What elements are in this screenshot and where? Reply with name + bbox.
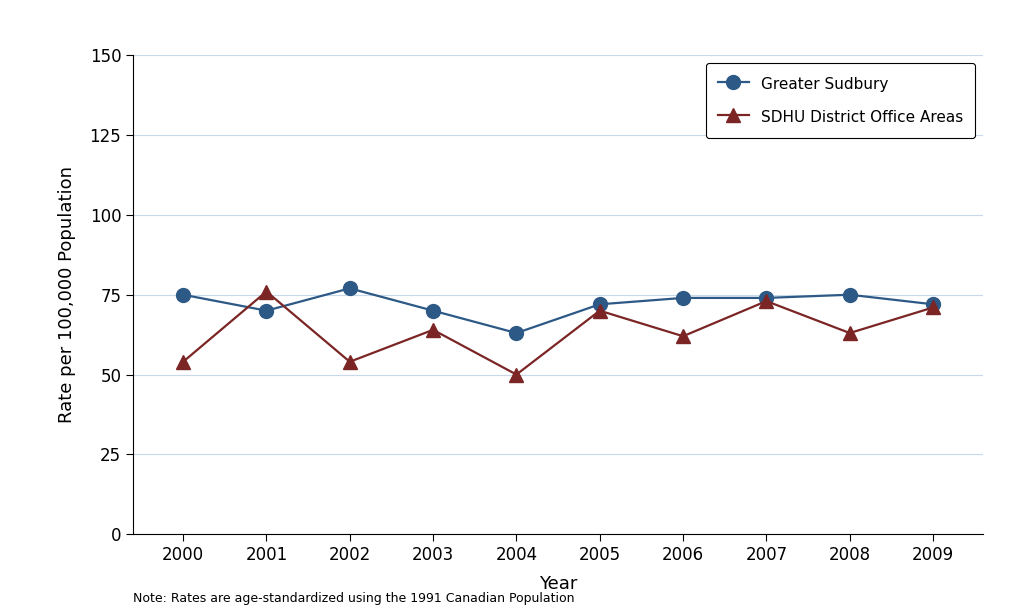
Greater Sudbury [927, 301, 939, 308]
SDHU District Office Areas [677, 333, 689, 340]
Text: Note: Rates are age-standardized using the 1991 Canadian Population: Note: Rates are age-standardized using t… [133, 592, 574, 605]
SDHU District Office Areas [427, 326, 439, 333]
SDHU District Office Areas [260, 288, 272, 295]
Greater Sudbury [177, 291, 189, 298]
Greater Sudbury [344, 285, 356, 292]
X-axis label: Year: Year [539, 575, 578, 593]
SDHU District Office Areas [177, 358, 189, 365]
Greater Sudbury [677, 294, 689, 301]
Greater Sudbury [760, 294, 772, 301]
Line: SDHU District Office Areas: SDHU District Office Areas [176, 284, 940, 381]
Greater Sudbury [594, 301, 606, 308]
SDHU District Office Areas [510, 371, 522, 378]
SDHU District Office Areas [594, 307, 606, 314]
Line: Greater Sudbury: Greater Sudbury [176, 281, 940, 340]
SDHU District Office Areas [760, 297, 772, 305]
SDHU District Office Areas [344, 358, 356, 365]
Y-axis label: Rate per 100,000 Population: Rate per 100,000 Population [57, 166, 76, 423]
SDHU District Office Areas [927, 304, 939, 311]
Greater Sudbury [260, 307, 272, 314]
Greater Sudbury [510, 329, 522, 336]
Legend: Greater Sudbury, SDHU District Office Areas: Greater Sudbury, SDHU District Office Ar… [706, 63, 976, 138]
Greater Sudbury [427, 307, 439, 314]
Greater Sudbury [844, 291, 856, 298]
SDHU District Office Areas [844, 329, 856, 336]
